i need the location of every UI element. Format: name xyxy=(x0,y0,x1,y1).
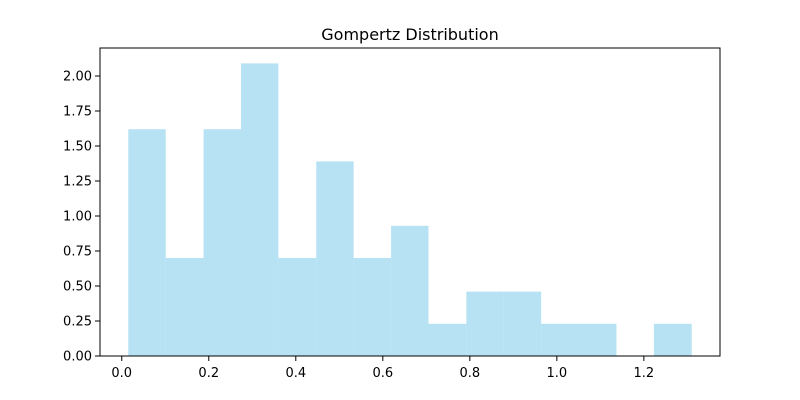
x-tick-label: 1.0 xyxy=(546,366,567,381)
histogram-bar xyxy=(165,258,204,356)
y-tick-label: 1.50 xyxy=(63,140,92,155)
histogram-bar xyxy=(503,291,542,356)
x-tick-label: 0.0 xyxy=(111,366,132,381)
y-tick-label: 1.75 xyxy=(63,105,92,120)
x-tick-label: 0.8 xyxy=(459,366,480,381)
y-tick-label: 1.25 xyxy=(63,175,92,190)
y-tick-label: 0.50 xyxy=(63,280,92,295)
x-tick-label: 1.2 xyxy=(634,366,655,381)
histogram-bar xyxy=(278,258,317,356)
histogram-bar xyxy=(391,225,429,356)
histogram-bar xyxy=(541,323,580,356)
histogram-bar xyxy=(653,323,692,356)
x-tick-label: 0.6 xyxy=(372,366,393,381)
bars-group xyxy=(128,63,692,357)
y-tick-label: 1.00 xyxy=(63,210,92,225)
histogram-bar xyxy=(353,258,392,356)
histogram-bar xyxy=(128,129,166,356)
x-tick-label: 0.2 xyxy=(198,366,219,381)
x-tick-label: 0.4 xyxy=(285,366,306,381)
histogram-bar xyxy=(579,323,617,356)
histogram-bar xyxy=(203,129,241,356)
y-tick-label: 0.00 xyxy=(63,350,92,365)
plot-frame xyxy=(99,47,721,357)
histogram-bar xyxy=(316,161,354,356)
histogram-bar xyxy=(428,323,467,356)
y-tick-label: 2.00 xyxy=(63,70,92,85)
histogram-bar xyxy=(466,291,504,356)
y-tick-label: 0.75 xyxy=(63,245,92,260)
chart-title: Gompertz Distribution xyxy=(321,25,498,44)
y-axis: 0.00 0.25 0.50 0.75 1.00 1.25 1.50 1.75 2.00 xyxy=(63,70,100,365)
y-tick-label: 0.25 xyxy=(63,315,92,330)
histogram-bar xyxy=(240,63,279,357)
x-axis: 0.0 0.2 0.4 0.6 0.8 1.0 1.2 xyxy=(111,356,654,381)
